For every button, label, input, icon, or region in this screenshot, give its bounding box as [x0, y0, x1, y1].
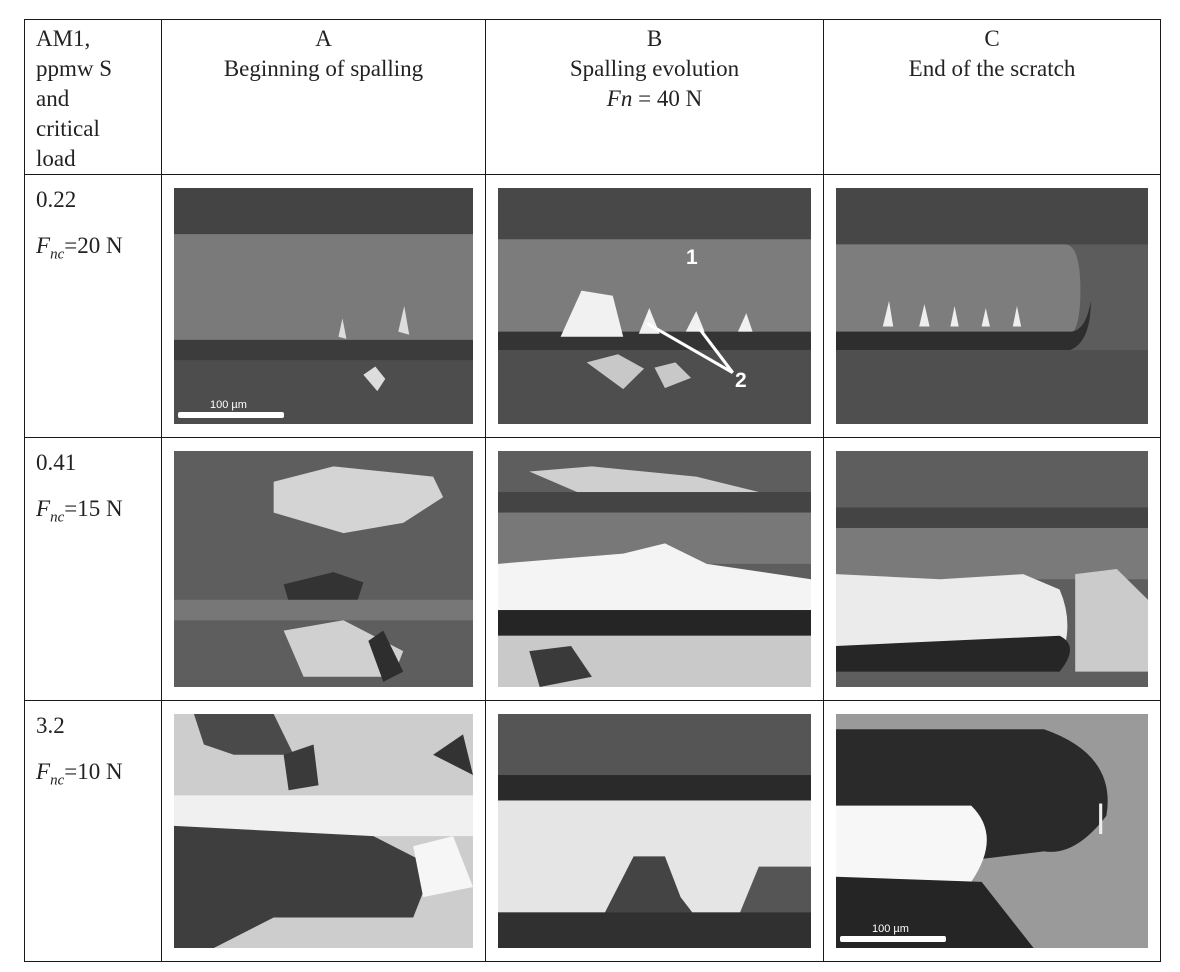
row-label-cell: 3.2 Fnc=10 N	[24, 700, 162, 962]
load-value: =15 N	[64, 496, 123, 521]
col-letter: C	[984, 26, 1000, 51]
micrograph-image: 1 2	[498, 188, 811, 424]
image-cell	[161, 437, 486, 701]
table-row: 3.2 Fnc=10 N	[24, 700, 1161, 962]
col-title: Beginning of spalling	[223, 56, 424, 81]
header-line: and	[36, 86, 70, 111]
micrograph-image	[836, 188, 1148, 424]
col-letter: A	[315, 26, 332, 51]
micrograph-image: 100 µm	[174, 188, 473, 424]
load-value: =20 N	[64, 233, 123, 258]
header-first-col: AM1, ppmw S and critical load	[24, 19, 162, 175]
image-cell: 1 2	[485, 174, 824, 438]
micrograph-image	[498, 714, 811, 948]
load-subscript: nc	[50, 246, 65, 263]
results-table: AM1, ppmw S and critical load A Beginnin…	[24, 19, 1161, 962]
load-symbol: F	[36, 496, 51, 521]
row-label-cell: 0.41 Fnc=15 N	[24, 437, 162, 701]
micrograph-image	[174, 451, 473, 687]
critical-load: Fnc=15 N	[25, 476, 161, 527]
image-cell	[485, 437, 824, 701]
micrograph-image	[174, 714, 473, 948]
header-line: critical	[36, 116, 100, 141]
critical-load: Fnc=20 N	[25, 213, 161, 264]
header-line: ppmw S	[36, 56, 113, 81]
load-symbol: F	[36, 233, 51, 258]
table-row: 0.41 Fnc=15 N	[24, 437, 1161, 701]
col-title: Spalling evolution	[569, 56, 740, 81]
header-col-c: C End of the scratch	[823, 19, 1161, 175]
header-col-b: B Spalling evolution Fn = 40 N	[485, 19, 824, 175]
load-value: =10 N	[64, 759, 123, 784]
table-row: 0.22 Fnc=20 N 100 µm	[24, 174, 1161, 438]
fn-symbol: Fn	[606, 86, 633, 111]
fn-value: = 40 N	[632, 86, 703, 111]
scale-bar	[840, 936, 946, 942]
header-line: load	[36, 146, 76, 171]
load-subscript: nc	[50, 772, 65, 789]
row-label-cell: 0.22 Fnc=20 N	[24, 174, 162, 438]
image-cell	[161, 700, 486, 962]
micrograph-image: 100 µm	[836, 714, 1148, 948]
col-letter: B	[646, 26, 663, 51]
sulfur-value: 3.2	[36, 713, 65, 738]
critical-load: Fnc=10 N	[25, 739, 161, 790]
image-cell	[485, 700, 824, 962]
load-subscript: nc	[50, 509, 65, 526]
scale-text: 100 µm	[210, 399, 247, 411]
sulfur-value: 0.41	[36, 450, 77, 475]
micrograph-image	[498, 451, 811, 687]
col-subtitle: Fn = 40 N	[486, 84, 823, 114]
scale-bar	[178, 412, 284, 418]
micrograph-image	[836, 451, 1148, 687]
scale-text: 100 µm	[872, 923, 909, 935]
header-col-a: A Beginning of spalling	[161, 19, 486, 175]
image-cell	[823, 437, 1161, 701]
load-symbol: F	[36, 759, 51, 784]
image-cell: 100 µm	[823, 700, 1161, 962]
sulfur-value: 0.22	[36, 187, 77, 212]
col-title: End of the scratch	[908, 56, 1076, 81]
header-line: AM1,	[36, 26, 91, 51]
marker-label-1: 1	[686, 246, 698, 269]
image-cell: 100 µm	[161, 174, 486, 438]
marker-label-2: 2	[735, 369, 747, 392]
header-row: AM1, ppmw S and critical load A Beginnin…	[24, 19, 1161, 175]
image-cell	[823, 174, 1161, 438]
